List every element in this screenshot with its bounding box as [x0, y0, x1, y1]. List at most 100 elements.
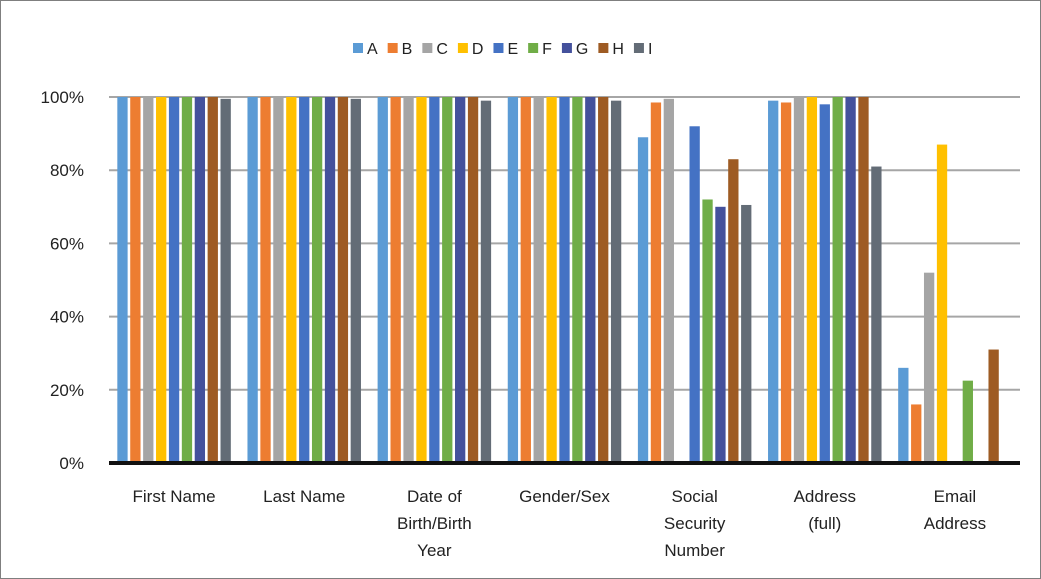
- legend-swatch: [387, 43, 398, 53]
- bar: [832, 97, 843, 463]
- bar: [156, 97, 167, 463]
- bar: [403, 97, 414, 463]
- legend-label: H: [612, 41, 624, 58]
- bar: [988, 349, 999, 463]
- bar: [130, 97, 141, 463]
- legend-item: D: [457, 41, 484, 58]
- bar: [559, 97, 570, 463]
- bar: [416, 97, 427, 463]
- legend-swatch: [353, 43, 363, 53]
- bar: [663, 98, 674, 463]
- bar: [637, 137, 649, 463]
- bar: [260, 97, 271, 463]
- bar: [194, 97, 206, 463]
- bar: [585, 97, 596, 463]
- bar: [350, 98, 361, 463]
- bar: [455, 97, 466, 463]
- x-axis: First Name Last Name Date of Birth/Birth Yea…: [109, 461, 1020, 560]
- legend-item: H: [598, 41, 624, 58]
- legend-swatch: [457, 43, 468, 53]
- bar: [871, 166, 882, 464]
- bar: [858, 97, 869, 463]
- bar: [207, 97, 218, 463]
- bar: [181, 97, 193, 463]
- bar: [546, 97, 557, 463]
- legend-label: G: [576, 41, 588, 58]
- legend-label: F: [542, 41, 552, 58]
- y-tick-label: 20%: [50, 381, 84, 400]
- bar: [741, 204, 752, 463]
- bar: [702, 199, 713, 464]
- y-tick-label: 60%: [50, 234, 84, 253]
- legend-label: E: [507, 41, 518, 58]
- bar: [793, 97, 805, 463]
- legend-swatch: [493, 43, 504, 53]
- bar: [650, 102, 662, 464]
- bar: [507, 97, 519, 463]
- legend-item: C: [422, 41, 448, 58]
- legend-label: C: [436, 41, 448, 58]
- legend-label: D: [472, 41, 484, 58]
- bar: [689, 126, 700, 463]
- bar: [598, 97, 609, 463]
- bar: [898, 367, 909, 463]
- y-tick-label: 100%: [41, 88, 84, 107]
- bar: [429, 97, 440, 463]
- bar: [780, 102, 792, 464]
- bar: [715, 206, 726, 464]
- legend-item: E: [493, 41, 518, 58]
- legend-swatch: [422, 43, 433, 53]
- bar: [520, 97, 531, 463]
- legend-item: A: [353, 41, 378, 58]
- bar: [143, 97, 154, 463]
- bar: [819, 104, 830, 463]
- legend-swatch: [598, 43, 609, 53]
- category-label: Social Security Number: [664, 487, 726, 560]
- legend-item: B: [387, 41, 412, 58]
- bar: [168, 97, 180, 463]
- category-label: Last Name: [263, 487, 345, 506]
- bar: [533, 97, 544, 463]
- legend-swatch: [528, 43, 539, 53]
- legend-swatch: [561, 43, 572, 53]
- legend-item: G: [561, 41, 588, 58]
- bar: [324, 97, 336, 463]
- y-tick-label: 0%: [59, 454, 84, 473]
- bar: [117, 97, 128, 463]
- bar: [845, 97, 856, 463]
- bar: [337, 97, 349, 463]
- legend-swatch: [633, 43, 644, 53]
- bar: [273, 97, 284, 463]
- legend: A B C D E F G H I: [353, 41, 652, 58]
- legend-item: F: [528, 41, 552, 58]
- bar: [247, 97, 258, 463]
- bar: [572, 97, 583, 463]
- y-tick-label: 40%: [50, 308, 84, 327]
- bar: [728, 159, 739, 463]
- bar: [377, 97, 388, 463]
- bar: [806, 97, 818, 463]
- bar: [610, 100, 622, 463]
- bars: [117, 97, 999, 464]
- y-tick-label: 80%: [50, 161, 84, 180]
- bar: [923, 272, 935, 463]
- bar: [442, 97, 453, 463]
- bar: [286, 97, 297, 463]
- bar: [962, 380, 973, 463]
- bar: [768, 100, 779, 463]
- category-label: Date of Birth/Birth Year: [397, 487, 472, 560]
- bar: [936, 144, 948, 463]
- legend-item: I: [633, 41, 652, 58]
- legend-label: I: [648, 41, 652, 58]
- bar: [311, 97, 323, 463]
- y-axis: 0% 20% 40% 60% 80% 100%: [41, 88, 84, 473]
- category-label: Gender/Sex: [519, 487, 610, 506]
- bar: [911, 404, 922, 463]
- category-label: First Name: [133, 487, 216, 506]
- bar: [480, 100, 492, 463]
- bar: [390, 97, 401, 463]
- bar: [467, 97, 479, 463]
- category-label: Email Address: [924, 487, 986, 533]
